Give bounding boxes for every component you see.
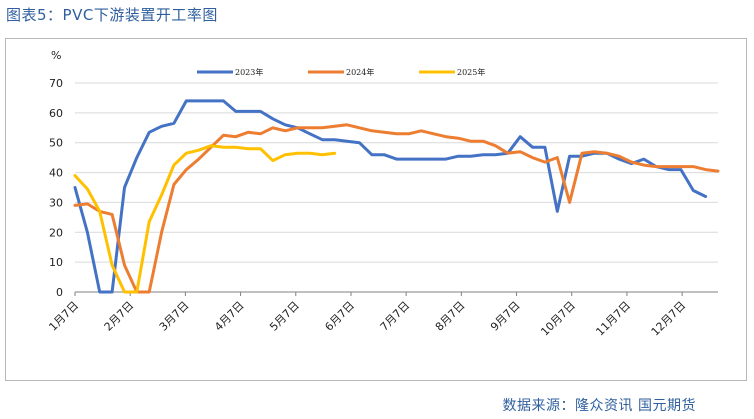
y-unit-label: % xyxy=(51,49,61,62)
y-tick-label: 40 xyxy=(49,167,63,180)
y-tick-label: 30 xyxy=(49,196,63,209)
y-tick-label: 60 xyxy=(49,107,63,120)
legend: 2023年 2024年 2025年 xyxy=(197,67,485,77)
legend-label: 2023年 xyxy=(235,67,263,77)
y-tick-labels: 0 10 20 30 40 50 60 70 xyxy=(49,77,63,299)
y-tick-label: 20 xyxy=(49,226,63,239)
x-tick-labels: 1月7日 2月7日 3月7日 4月7日 5月7日 6月7日 7月7日 8月7日 9月7日 10月7… xyxy=(46,299,688,339)
y-tick-label: 70 xyxy=(49,77,63,90)
y-tick-label: 10 xyxy=(49,256,63,269)
x-tick-label: 9月7日 xyxy=(488,299,523,334)
legend-label: 2024年 xyxy=(346,67,374,77)
x-tick-label: 11月7日 xyxy=(593,299,633,339)
x-tick-label: 7月7日 xyxy=(378,299,413,334)
x-tick-label: 6月7日 xyxy=(322,299,357,334)
x-tick-label: 12月7日 xyxy=(649,299,689,339)
legend-label: 2025年 xyxy=(457,67,485,77)
x-tick-label: 2月7日 xyxy=(102,299,137,334)
y-tick-label: 50 xyxy=(49,137,63,150)
x-tick-label: 3月7日 xyxy=(157,299,192,334)
y-tick-label: 0 xyxy=(56,286,63,299)
chart-frame xyxy=(5,38,747,381)
x-tick-label: 4月7日 xyxy=(212,299,247,334)
grid-lines xyxy=(75,82,718,263)
series-lines xyxy=(73,99,720,294)
page-title: 图表5：PVC下游装置开工率图 xyxy=(6,6,218,24)
axes xyxy=(74,291,718,296)
x-tick-label: 1月7日 xyxy=(46,299,81,334)
source-note: 数据来源：隆众资讯 国元期货 xyxy=(502,398,696,414)
x-tick-label: 5月7日 xyxy=(267,299,302,334)
series-line-2024年 xyxy=(73,123,720,294)
x-tick-label: 8月7日 xyxy=(433,299,468,334)
series-line-2025年 xyxy=(73,144,337,294)
x-tick-label: 10月7日 xyxy=(538,299,578,339)
